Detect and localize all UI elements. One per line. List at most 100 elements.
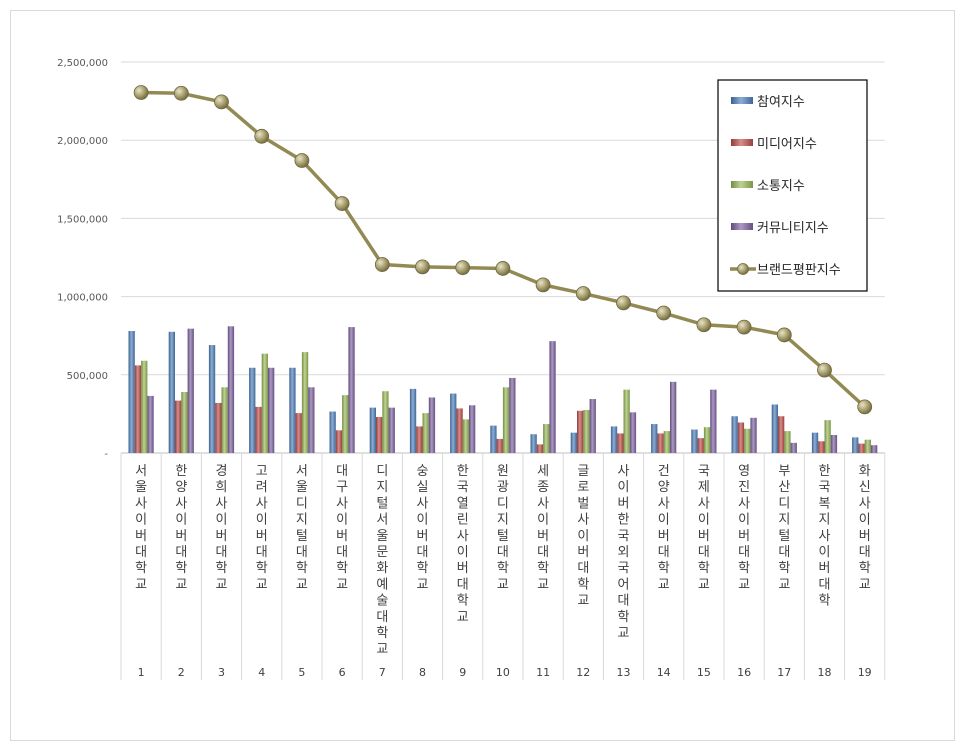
y-tick-label: 1,000,000 [57, 293, 108, 304]
category-label-char: 대 [175, 545, 187, 560]
category-label-char: 건 [658, 464, 670, 479]
bar [388, 407, 395, 453]
category-label-char: 사 [577, 513, 589, 528]
category-label-char: 학 [859, 561, 871, 576]
bar [168, 331, 175, 453]
rank-label: 11 [536, 666, 550, 679]
category-label-char: 버 [175, 529, 187, 544]
category-label-char: 교 [296, 577, 308, 592]
category-label-char: 한 [618, 513, 630, 528]
bar [830, 435, 838, 453]
category-label-char: 대 [296, 545, 308, 560]
legend-label: 소통지수 [757, 179, 805, 194]
category-label-char: 버 [738, 529, 750, 544]
category-label-char: 교 [457, 610, 469, 625]
category-label-char: 교 [497, 577, 509, 592]
line-marker [736, 319, 752, 335]
bar [450, 393, 457, 453]
line-marker [535, 277, 551, 293]
bar [134, 365, 142, 453]
category-label-char: 한 [175, 464, 187, 479]
category-label-char: 교 [256, 577, 268, 592]
category-label-char: 사 [819, 529, 831, 544]
bar [208, 345, 216, 453]
bar [187, 328, 194, 453]
line-marker [214, 94, 229, 110]
category-label-char: 버 [256, 529, 268, 544]
rank-label: 2 [178, 666, 185, 679]
category-label-char: 학 [537, 561, 549, 576]
category-label-char: 이 [738, 513, 750, 528]
category-label-char: 이 [698, 513, 710, 528]
category-label-char: 지 [497, 513, 509, 528]
rank-label: 18 [818, 666, 832, 679]
category-label-char: 털 [497, 529, 509, 544]
legend-marker [737, 263, 749, 275]
bar [456, 408, 463, 453]
bar [852, 437, 859, 453]
bar [697, 438, 704, 453]
category-label-char: 울 [135, 480, 147, 495]
category-label-char: 울 [376, 529, 388, 544]
bar [771, 404, 778, 453]
category-label-char: 이 [618, 480, 630, 495]
category-label-char: 대 [457, 577, 469, 592]
rank-label: 7 [379, 666, 386, 679]
category-label-char: 디 [778, 496, 790, 511]
category-label-char: 교 [738, 577, 750, 592]
category-label-char: 버 [457, 561, 469, 576]
category-label-char: 버 [216, 529, 228, 544]
rank-label: 6 [339, 666, 346, 679]
category-label-char: 대 [376, 610, 388, 625]
y-tick-label: - [104, 449, 108, 460]
category-label-char: 대 [778, 545, 790, 560]
bar [175, 400, 182, 453]
category-label-char: 광 [497, 480, 509, 495]
category-label-char: 학 [376, 626, 388, 641]
category-label-char: 울 [296, 480, 308, 495]
category-label-char: 열 [457, 496, 469, 511]
line-marker [656, 305, 672, 321]
line-marker [415, 259, 430, 275]
category-label-char: 학 [135, 561, 147, 576]
category-label-char: 종 [537, 480, 549, 495]
category-label-char: 버 [698, 529, 710, 544]
rank-label: 17 [777, 666, 791, 679]
category-label-char: 이 [175, 513, 187, 528]
category-label-char: 실 [417, 480, 429, 495]
bar [469, 405, 476, 453]
bar [502, 387, 510, 453]
category-label-char: 버 [537, 529, 549, 544]
category-label-char: 국 [618, 561, 630, 576]
bar [128, 331, 135, 453]
category-label-char: 부 [778, 464, 790, 479]
category-label-char: 버 [618, 496, 630, 511]
category-label-char: 대 [859, 545, 871, 560]
bar [670, 381, 677, 453]
category-label-char: 대 [135, 545, 147, 560]
bar [335, 430, 343, 453]
category-label-char: 사 [256, 496, 268, 511]
category-label-char: 세 [537, 464, 549, 479]
category-label-char: 복 [819, 496, 831, 511]
category-label-char: 교 [417, 577, 429, 592]
line-marker [696, 317, 712, 333]
bar [227, 326, 235, 453]
bar [268, 367, 275, 453]
category-label-char: 서 [135, 464, 147, 479]
category-label-char: 대 [336, 464, 348, 479]
category-label-char: 버 [859, 529, 871, 544]
bar [589, 399, 596, 453]
category-label-char: 국 [819, 480, 831, 495]
category-label-char: 교 [175, 577, 187, 592]
category-label-char: 대 [256, 545, 268, 560]
category-label-char: 숭 [417, 464, 429, 479]
line-marker [133, 85, 149, 100]
bar [369, 407, 376, 453]
category-label-char: 이 [216, 513, 228, 528]
legend-label: 참여지수 [757, 95, 805, 110]
